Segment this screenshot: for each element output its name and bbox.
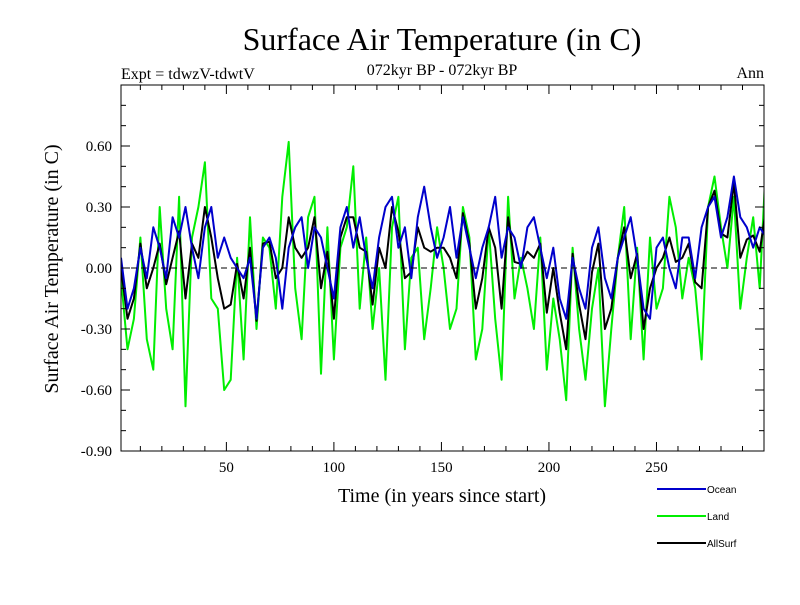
- x-tick-label: 200: [538, 460, 561, 476]
- legend-label-ocean: Ocean: [707, 485, 736, 496]
- chart-title: Surface Air Temperature (in C): [243, 21, 642, 57]
- x-axis-label: Time (in years since start): [338, 485, 546, 507]
- y-tick-label: 0.30: [86, 200, 112, 216]
- series-line-ocean: [121, 175, 764, 320]
- x-tick-label: 50: [219, 460, 234, 476]
- experiment-label: Expt = tdwzV-tdwtV: [121, 66, 255, 83]
- legend-label-allsurf: AllSurf: [707, 539, 737, 550]
- axes: 50 100 150 200 250 -0.90 -0.60 -0.30 0.00 0.30 0.6…: [81, 84, 765, 476]
- series-layer: [121, 140, 764, 408]
- y-tick-label: 0.00: [86, 261, 112, 277]
- chart-subtitle: 072kyr BP - 072kyr BP: [367, 62, 518, 79]
- series-line-land: [121, 140, 764, 408]
- y-tick-label: -0.60: [81, 383, 112, 399]
- x-tick-label: 250: [645, 460, 668, 476]
- x-tick-label: 100: [323, 460, 346, 476]
- y-axis-label: Surface Air Temperature (in C): [41, 144, 63, 393]
- season-label: Ann: [736, 65, 764, 82]
- y-tick-label: -0.90: [81, 444, 112, 460]
- series-line-allsurf: [121, 181, 764, 351]
- legend: Ocean Land AllSurf: [657, 485, 737, 550]
- y-tick-label: -0.30: [81, 322, 112, 338]
- legend-label-land: Land: [707, 512, 729, 523]
- y-tick-label: 0.60: [86, 139, 112, 155]
- x-tick-label: 150: [430, 460, 453, 476]
